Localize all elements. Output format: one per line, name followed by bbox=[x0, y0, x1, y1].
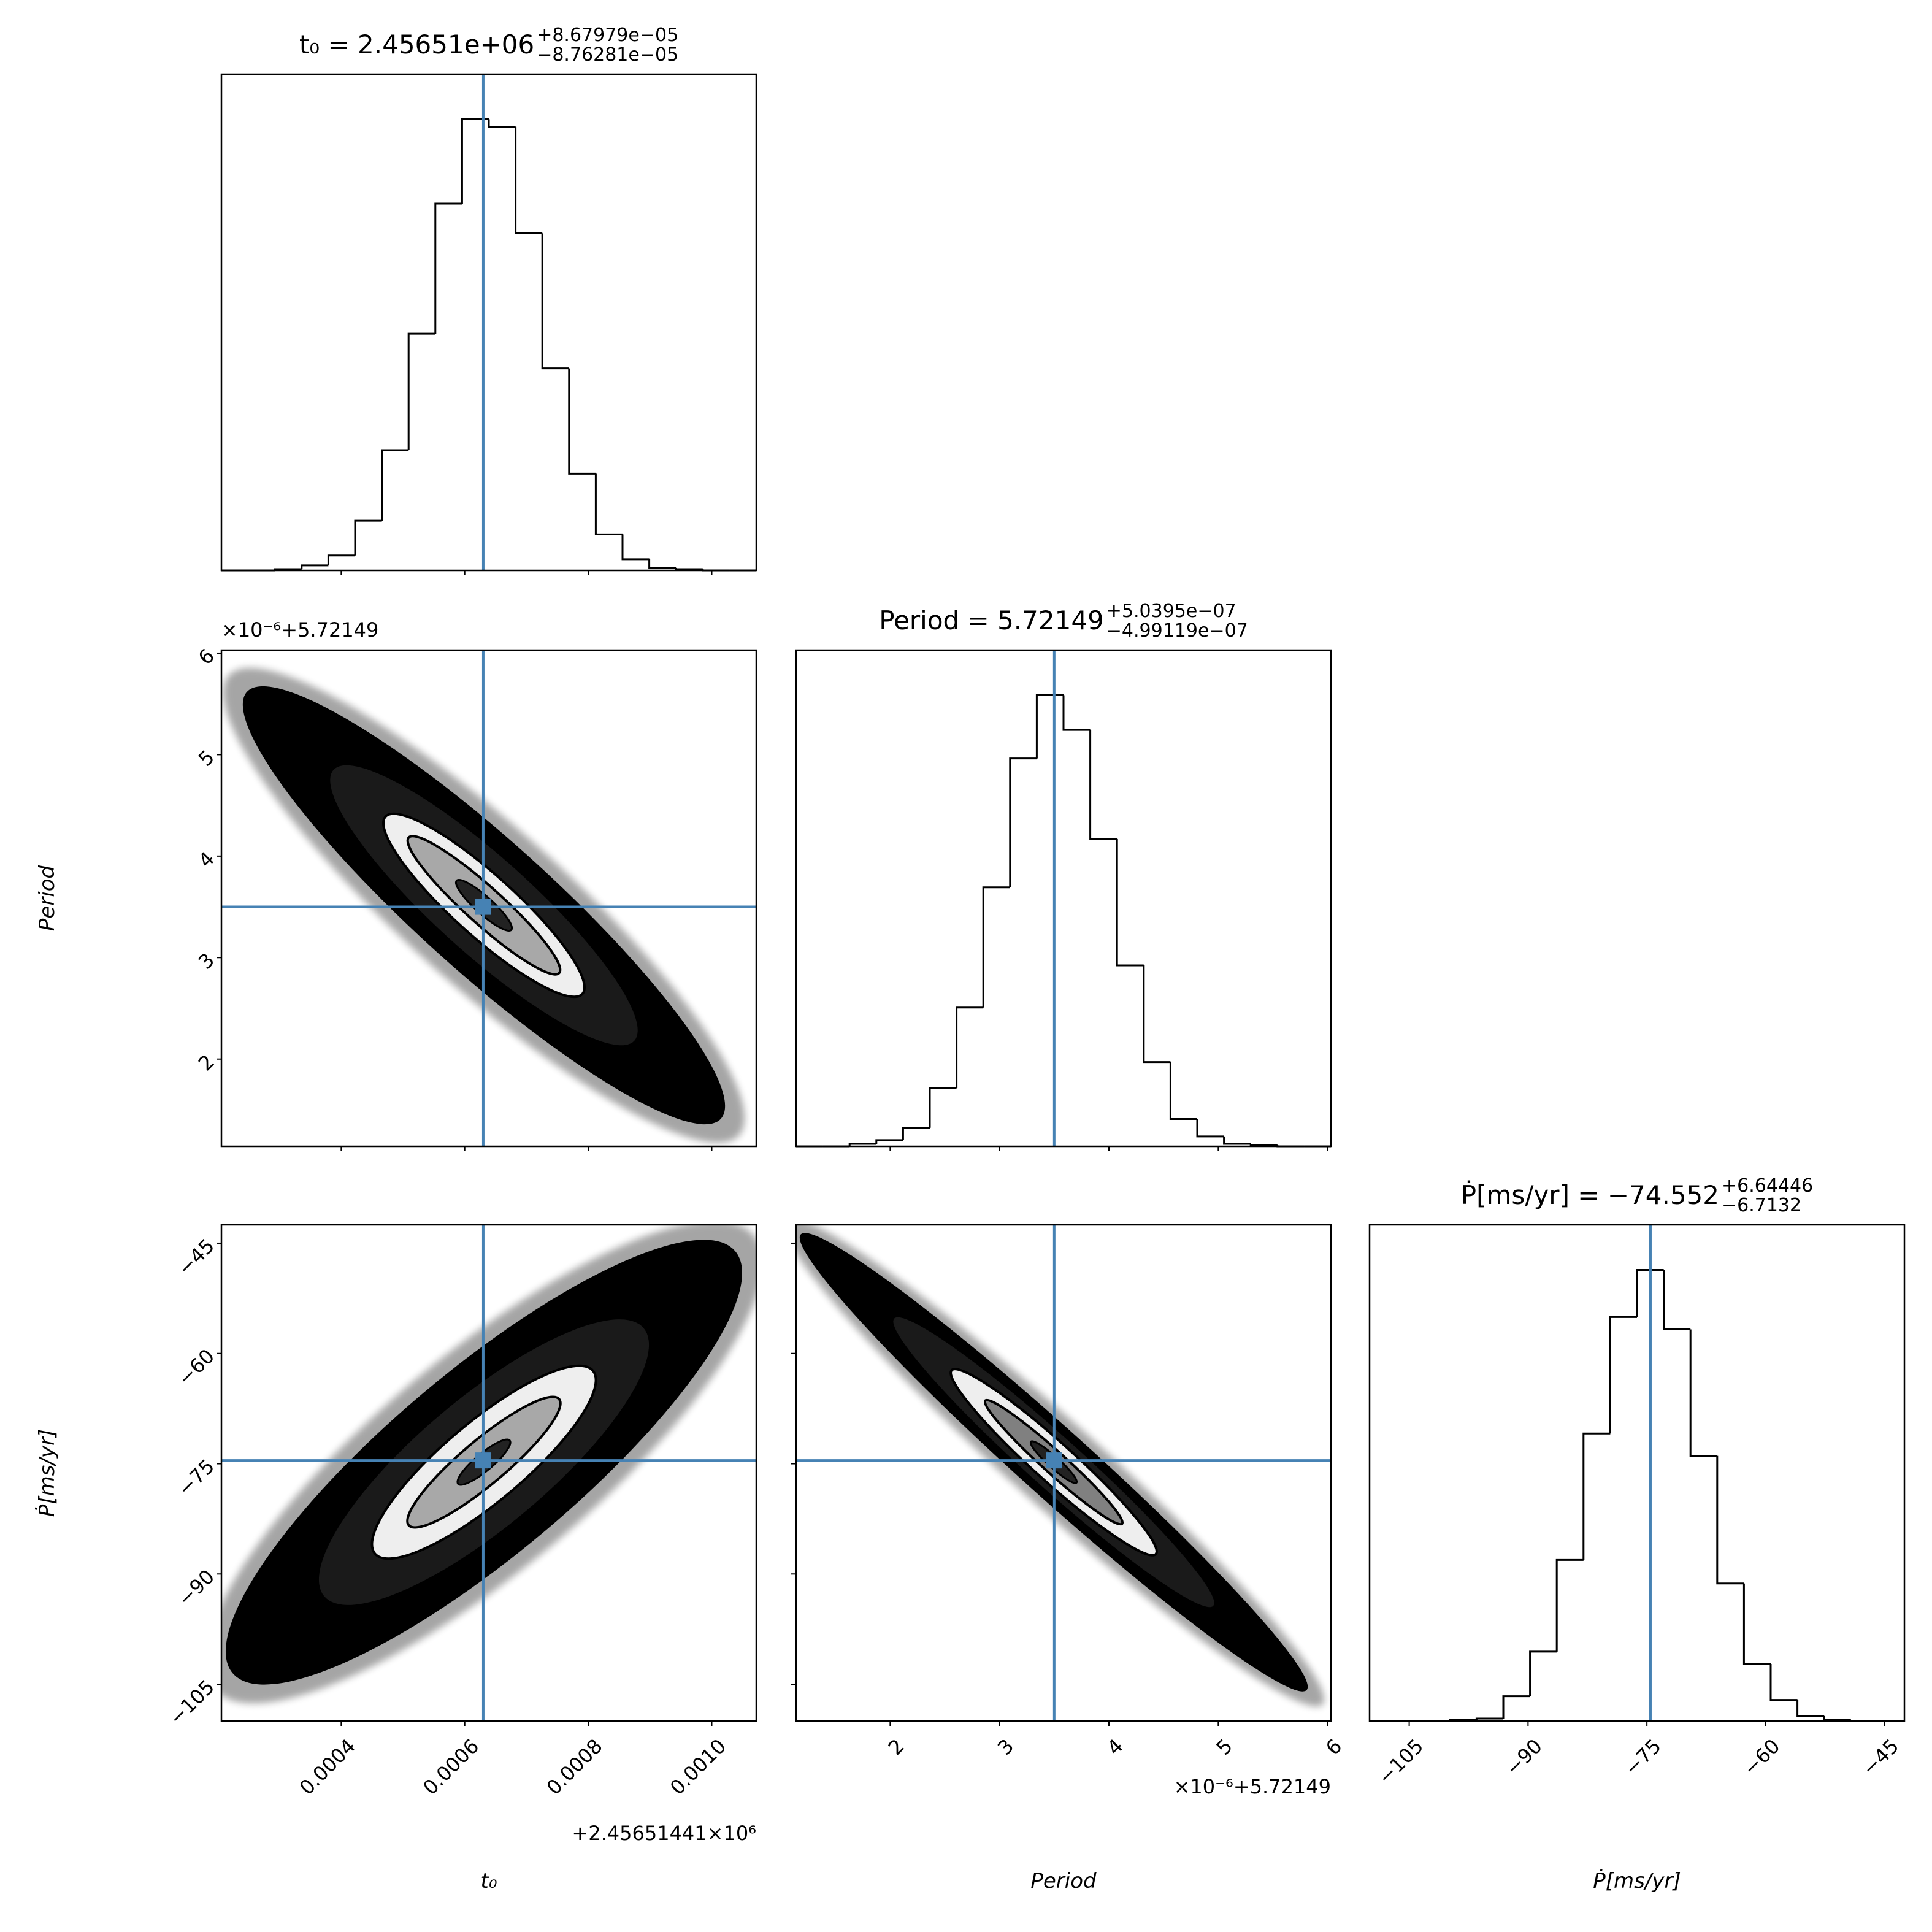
histogram-bin bbox=[568, 368, 596, 475]
histogram-bin bbox=[902, 1127, 930, 1140]
histogram-bin bbox=[1143, 965, 1171, 1064]
y-tick-label: −75 bbox=[173, 1455, 219, 1501]
histogram-bin bbox=[1636, 1269, 1664, 1317]
histogram-bin bbox=[1062, 695, 1091, 731]
histogram-bin bbox=[541, 233, 569, 370]
y-tick-label: 4 bbox=[194, 847, 219, 872]
y-tick-label: 3 bbox=[194, 948, 219, 973]
histogram-bin bbox=[327, 554, 355, 565]
histogram-bin bbox=[1169, 1062, 1197, 1121]
histogram-bin bbox=[381, 449, 409, 521]
histogram-bin bbox=[407, 332, 435, 451]
histogram-bin bbox=[301, 564, 329, 569]
histogram-bin bbox=[1555, 1558, 1584, 1652]
y-tick-label: 6 bbox=[194, 644, 219, 669]
panel-title: Period = 5.72149 bbox=[879, 605, 1104, 635]
x-offset-text: +2.45651441×10⁶ bbox=[572, 1822, 756, 1845]
truth-marker bbox=[475, 899, 491, 915]
truth-marker bbox=[475, 1452, 491, 1469]
x-tick-label: 4 bbox=[1102, 1735, 1127, 1760]
histogram-bin bbox=[675, 567, 703, 570]
panel-frame bbox=[795, 1224, 1332, 1722]
y-offset-text: ×10⁻⁶+5.72149 bbox=[221, 618, 378, 642]
panel-title: Ṗ[ms/yr] = −74.552 bbox=[1461, 1179, 1719, 1210]
title-lower: −8.76281e−05 bbox=[537, 44, 678, 66]
x-tick-label: 3 bbox=[993, 1735, 1018, 1760]
histogram-bin bbox=[848, 1143, 876, 1146]
histogram-bin bbox=[594, 473, 623, 535]
title-lower: −4.99119e−07 bbox=[1106, 620, 1248, 642]
histogram-bin bbox=[1502, 1695, 1530, 1719]
histogram-bin bbox=[621, 534, 650, 561]
x-tick-label: 0.0004 bbox=[295, 1735, 360, 1800]
x-axis-label: t₀ bbox=[481, 1869, 497, 1893]
histogram-bin bbox=[648, 559, 677, 569]
histogram-bin bbox=[1009, 757, 1037, 887]
histogram-bin bbox=[1116, 838, 1144, 967]
y-tick-label: −105 bbox=[164, 1675, 219, 1730]
x-tick-label: 0.0010 bbox=[665, 1735, 730, 1800]
y-axis-label: Ṗ[ms/yr] bbox=[35, 1429, 59, 1517]
y-axis-label: Period bbox=[35, 865, 59, 931]
x-tick-label: −105 bbox=[1373, 1735, 1428, 1789]
y-tick-label: −45 bbox=[173, 1234, 219, 1280]
histogram-bin bbox=[434, 202, 462, 334]
y-tick-label: 5 bbox=[194, 746, 219, 771]
histogram-bin bbox=[1769, 1664, 1798, 1701]
histogram-bin bbox=[354, 519, 382, 556]
histogram-bin bbox=[1609, 1316, 1637, 1434]
histogram-bin bbox=[1663, 1270, 1691, 1331]
panel-frame bbox=[220, 649, 757, 1148]
histogram-bin bbox=[1689, 1329, 1717, 1457]
panel-frame bbox=[795, 649, 1332, 1148]
y-tick-label: −60 bbox=[173, 1344, 219, 1390]
x-tick-label: 2 bbox=[884, 1735, 909, 1760]
x-tick-label: 0.0006 bbox=[418, 1735, 483, 1800]
panel-title: t₀ = 2.45651e+06 bbox=[299, 29, 534, 59]
histogram-bin bbox=[1529, 1650, 1557, 1696]
histogram-bin bbox=[875, 1139, 903, 1144]
histogram-bin bbox=[1796, 1700, 1825, 1717]
y-tick-label: 2 bbox=[194, 1050, 219, 1075]
title-upper: +8.67979e−05 bbox=[537, 25, 678, 46]
histogram-bin bbox=[1582, 1432, 1611, 1560]
histogram-bin bbox=[488, 119, 516, 128]
panel-frame bbox=[1368, 1224, 1906, 1722]
histogram-bin bbox=[1475, 1717, 1503, 1720]
title-upper: +5.0395e−07 bbox=[1106, 600, 1236, 622]
histogram-bin bbox=[1089, 730, 1117, 840]
histogram-bin bbox=[1823, 1715, 1851, 1721]
histogram-bin bbox=[1223, 1136, 1251, 1145]
x-tick-label: −60 bbox=[1739, 1735, 1785, 1781]
x-tick-label: −45 bbox=[1858, 1735, 1904, 1781]
panel-frame bbox=[220, 1224, 757, 1722]
x-tick-label: −90 bbox=[1501, 1735, 1547, 1781]
x-axis-label: Ṗ[ms/yr] bbox=[1593, 1869, 1681, 1893]
x-tick-label: −75 bbox=[1620, 1735, 1666, 1781]
histogram-bin bbox=[1716, 1455, 1744, 1585]
histogram-bin bbox=[1196, 1119, 1224, 1138]
x-tick-label: 6 bbox=[1321, 1735, 1346, 1760]
x-axis-label: Period bbox=[1030, 1869, 1097, 1893]
x-tick-label: 5 bbox=[1212, 1735, 1237, 1760]
panel-frame bbox=[220, 73, 757, 572]
title-upper: +6.64446 bbox=[1722, 1175, 1813, 1197]
histogram-bin bbox=[1035, 694, 1064, 759]
histogram-bin bbox=[1249, 1143, 1278, 1146]
histogram-bin bbox=[515, 126, 543, 234]
title-lower: −6.7132 bbox=[1722, 1195, 1801, 1216]
truth-marker bbox=[1046, 1452, 1062, 1469]
y-tick-label: −90 bbox=[173, 1565, 219, 1611]
histogram-bin bbox=[461, 118, 489, 204]
histogram-bin bbox=[1742, 1583, 1771, 1665]
histogram-bin bbox=[956, 1006, 984, 1089]
x-offset-text: ×10⁻⁶+5.72149 bbox=[1174, 1775, 1331, 1798]
x-tick-label: 0.0008 bbox=[542, 1735, 607, 1800]
histogram-bin bbox=[929, 1087, 957, 1128]
histogram-bin bbox=[982, 886, 1010, 1008]
